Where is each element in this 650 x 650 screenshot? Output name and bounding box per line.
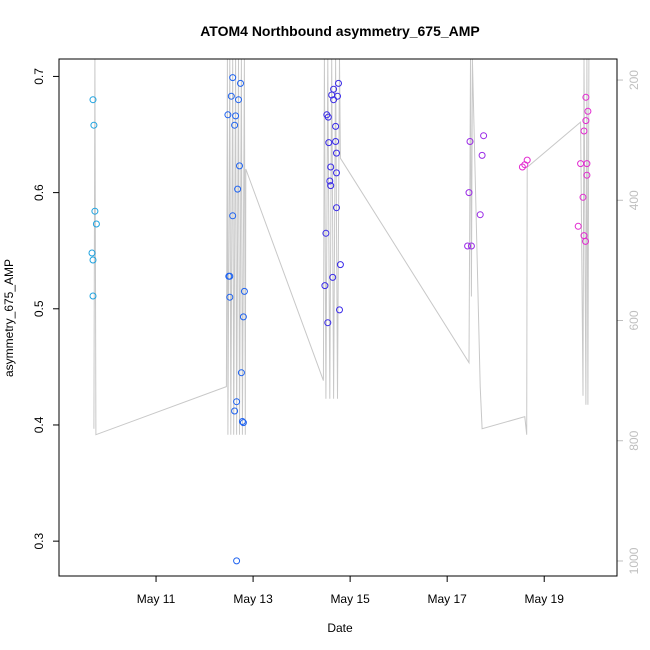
data-point bbox=[239, 419, 247, 427]
data-point bbox=[582, 93, 590, 101]
data-point bbox=[324, 113, 332, 121]
data-point bbox=[518, 163, 526, 171]
data-point bbox=[579, 193, 587, 201]
data-point bbox=[224, 111, 232, 119]
data-point bbox=[582, 117, 590, 125]
data-point bbox=[239, 313, 247, 321]
data-point bbox=[89, 96, 97, 104]
data-point bbox=[240, 287, 248, 295]
data-point bbox=[234, 185, 242, 193]
data-point bbox=[466, 138, 474, 145]
data-point bbox=[333, 204, 340, 212]
data-point bbox=[227, 92, 235, 100]
data-point bbox=[89, 256, 97, 264]
data-point bbox=[582, 237, 589, 245]
points-layer bbox=[88, 74, 592, 565]
data-point bbox=[237, 79, 244, 87]
y-tick-label: 0.4 bbox=[32, 416, 46, 433]
y-tick-label: 0.7 bbox=[32, 68, 46, 85]
plot-box bbox=[58, 58, 618, 577]
data-point bbox=[226, 293, 234, 301]
data-point bbox=[326, 177, 334, 185]
data-point bbox=[235, 96, 242, 104]
data-point bbox=[327, 163, 335, 171]
data-point bbox=[226, 272, 234, 280]
x-tick-label: May 15 bbox=[330, 592, 370, 606]
y-tick-label: 0.6 bbox=[32, 184, 46, 201]
data-point bbox=[584, 107, 592, 115]
y2-tick-label: 400 bbox=[627, 190, 641, 210]
data-point bbox=[480, 132, 488, 140]
data-point bbox=[229, 74, 237, 82]
data-point bbox=[583, 171, 591, 179]
data-point bbox=[321, 282, 329, 290]
data-point bbox=[237, 369, 245, 377]
x-tick-label: May 17 bbox=[427, 592, 467, 606]
y2-tick-label: 800 bbox=[627, 430, 641, 450]
data-point bbox=[233, 398, 241, 406]
data-point bbox=[330, 85, 338, 93]
data-point bbox=[334, 92, 341, 100]
data-point bbox=[580, 127, 588, 135]
chart-title: ATOM4 Northbound asymmetry_675_AMP bbox=[200, 23, 480, 39]
data-point bbox=[89, 292, 97, 300]
data-point bbox=[523, 156, 531, 164]
data-point bbox=[91, 207, 99, 215]
data-point bbox=[336, 306, 343, 314]
y2-tick-label: 200 bbox=[627, 70, 641, 90]
y-tick-label: 0.5 bbox=[32, 300, 46, 317]
data-point bbox=[332, 138, 340, 145]
y2-tick-label: 600 bbox=[627, 310, 641, 330]
data-point bbox=[231, 407, 239, 415]
data-point bbox=[335, 79, 342, 87]
data-point bbox=[333, 169, 340, 177]
data-point bbox=[574, 222, 582, 230]
x-tick-label: May 19 bbox=[525, 592, 565, 606]
data-point bbox=[233, 557, 241, 565]
data-point bbox=[229, 212, 237, 220]
x-tick-label: May 11 bbox=[137, 592, 176, 606]
x-axis-label: Date bbox=[327, 621, 353, 635]
data-point bbox=[88, 249, 96, 257]
data-point bbox=[332, 122, 340, 130]
secondary-line-layer bbox=[93, 58, 590, 436]
data-point bbox=[464, 242, 472, 250]
data-point bbox=[324, 319, 332, 327]
secondary-line bbox=[93, 58, 590, 436]
data-point bbox=[231, 121, 239, 129]
data-point bbox=[330, 96, 338, 104]
y2-tick-label: 1000 bbox=[627, 547, 641, 574]
data-point bbox=[322, 229, 330, 237]
data-point bbox=[478, 151, 486, 159]
data-point bbox=[238, 418, 246, 425]
data-point bbox=[236, 162, 243, 170]
data-point bbox=[476, 211, 484, 219]
y-tick-label: 0.3 bbox=[32, 532, 46, 549]
data-point bbox=[327, 182, 335, 190]
y-axis-label: asymmetry_675_AMP bbox=[2, 259, 16, 377]
data-point bbox=[336, 261, 344, 269]
data-point bbox=[92, 220, 100, 228]
data-point bbox=[333, 149, 340, 157]
data-point bbox=[465, 189, 473, 197]
data-point bbox=[329, 273, 337, 281]
data-point bbox=[90, 121, 98, 129]
data-point bbox=[467, 242, 475, 250]
data-point bbox=[325, 139, 333, 147]
data-point bbox=[232, 112, 240, 120]
x-tick-label: May 13 bbox=[233, 592, 273, 606]
data-point bbox=[583, 160, 591, 168]
